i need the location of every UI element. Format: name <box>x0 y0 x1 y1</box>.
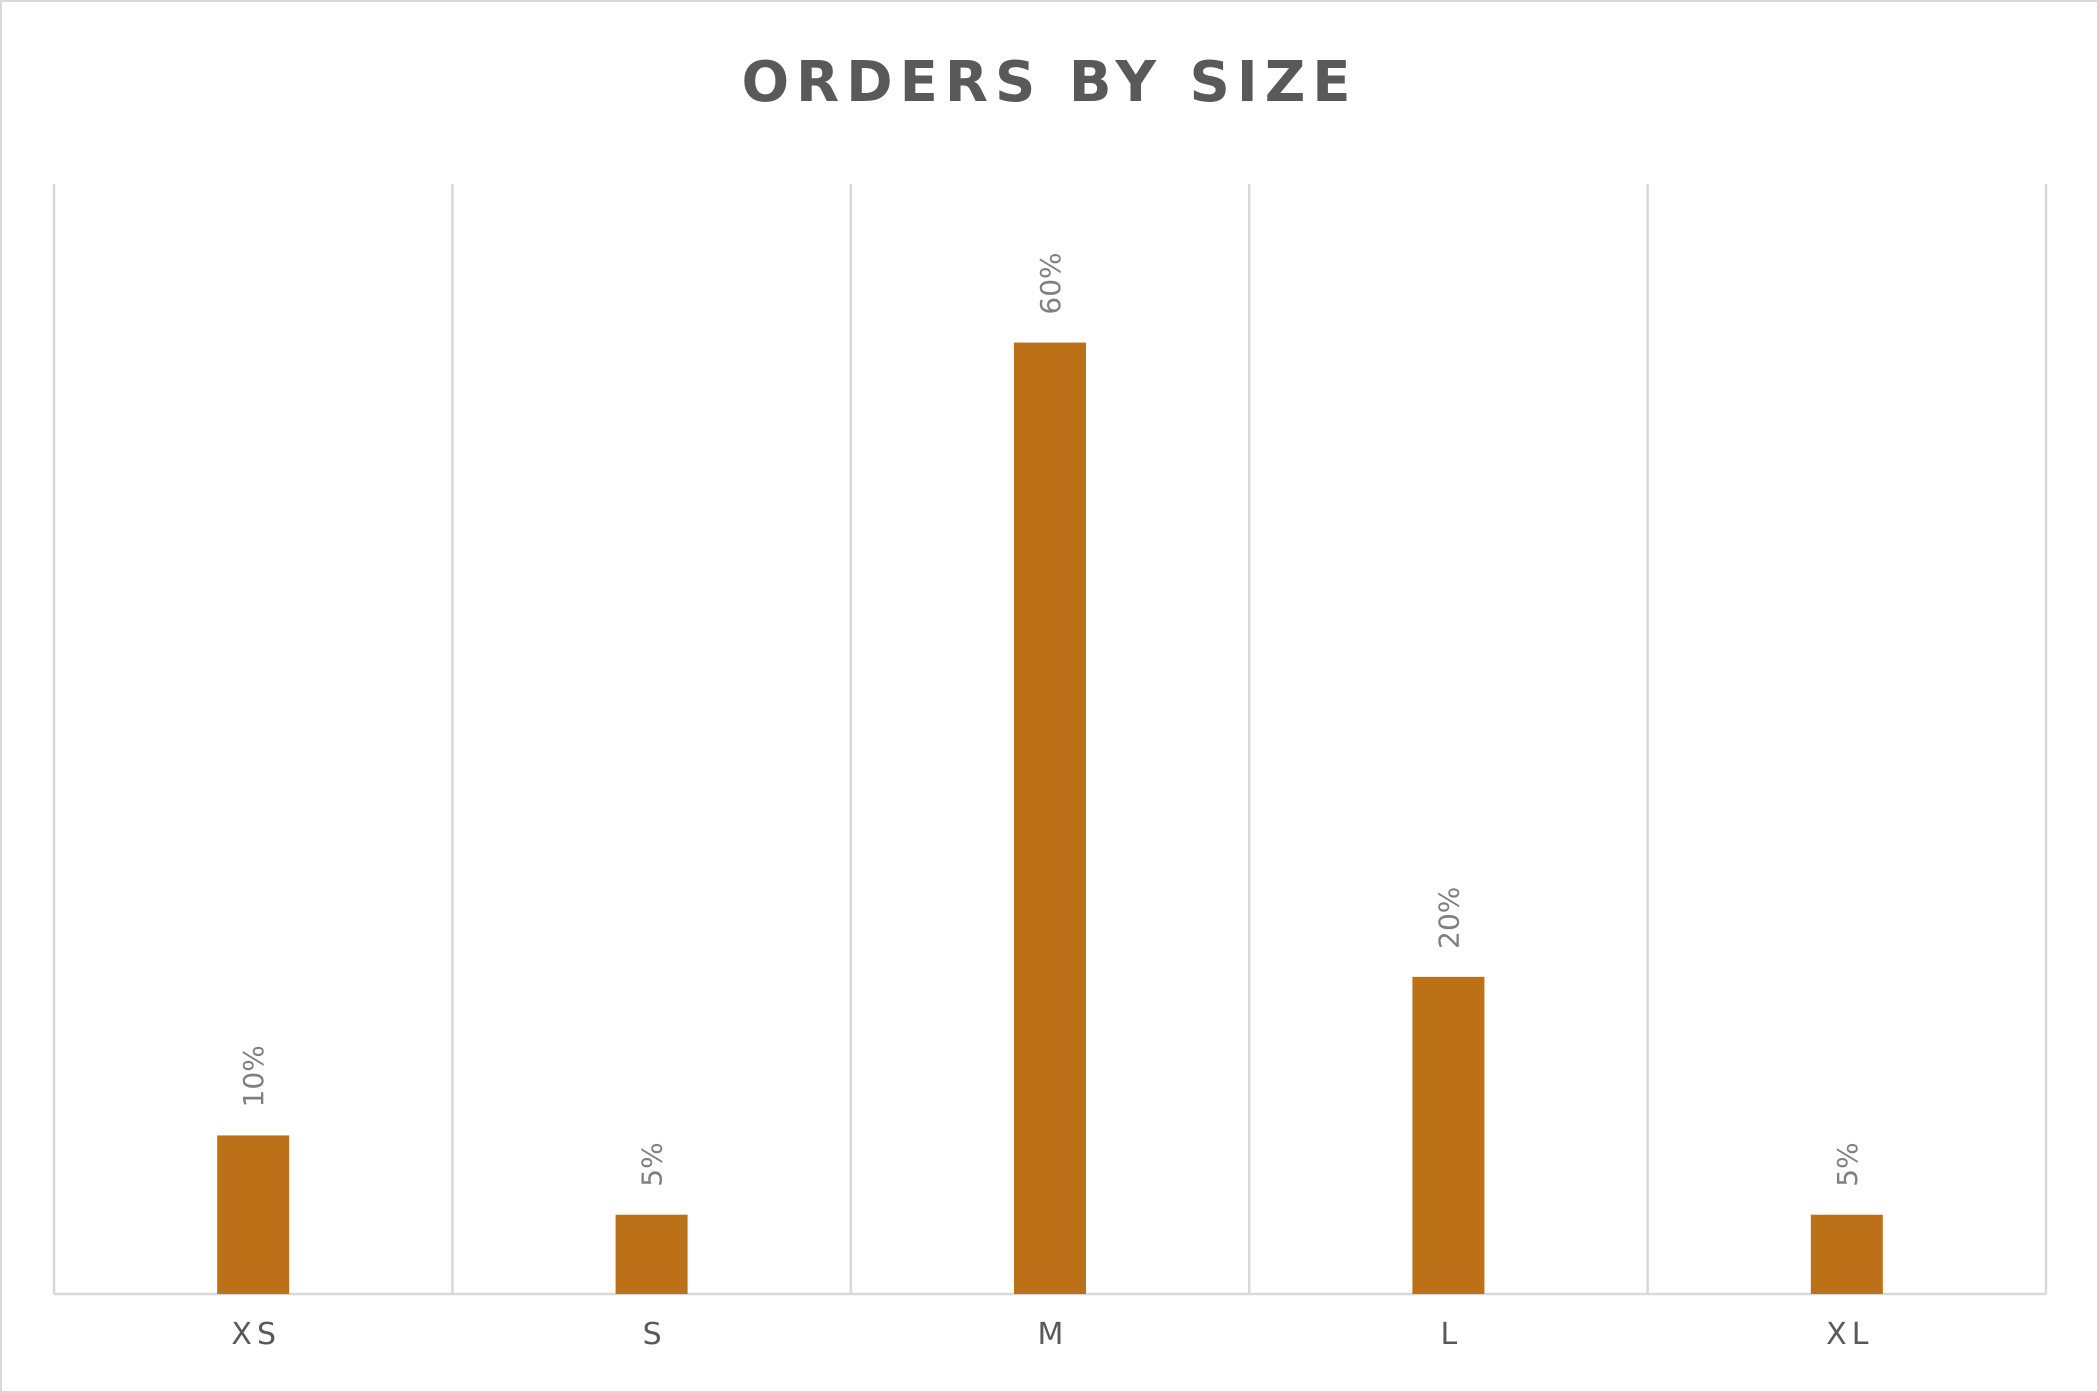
bar-l <box>1412 976 1485 1294</box>
chart-title: ORDERS BY SIZE <box>741 50 1358 115</box>
data-label-s: 5% <box>636 1142 669 1186</box>
x-tick-label-s: S <box>643 1317 667 1352</box>
bar-m <box>1014 342 1086 1295</box>
bar-xs <box>217 1135 290 1294</box>
x-tick-label-xs: XS <box>231 1317 281 1352</box>
data-label-l: 20% <box>1432 887 1465 949</box>
data-label-xl: 5% <box>1831 1142 1864 1186</box>
data-label-xs: 10% <box>237 1045 270 1107</box>
bar-xl <box>1810 1214 1883 1294</box>
bar-s <box>615 1214 688 1294</box>
x-tick-label-xl: XL <box>1826 1317 1873 1352</box>
x-tick-label-m: M <box>1038 1317 1069 1352</box>
data-label-m: 60% <box>1034 252 1067 314</box>
x-tick-label-l: L <box>1441 1317 1463 1352</box>
